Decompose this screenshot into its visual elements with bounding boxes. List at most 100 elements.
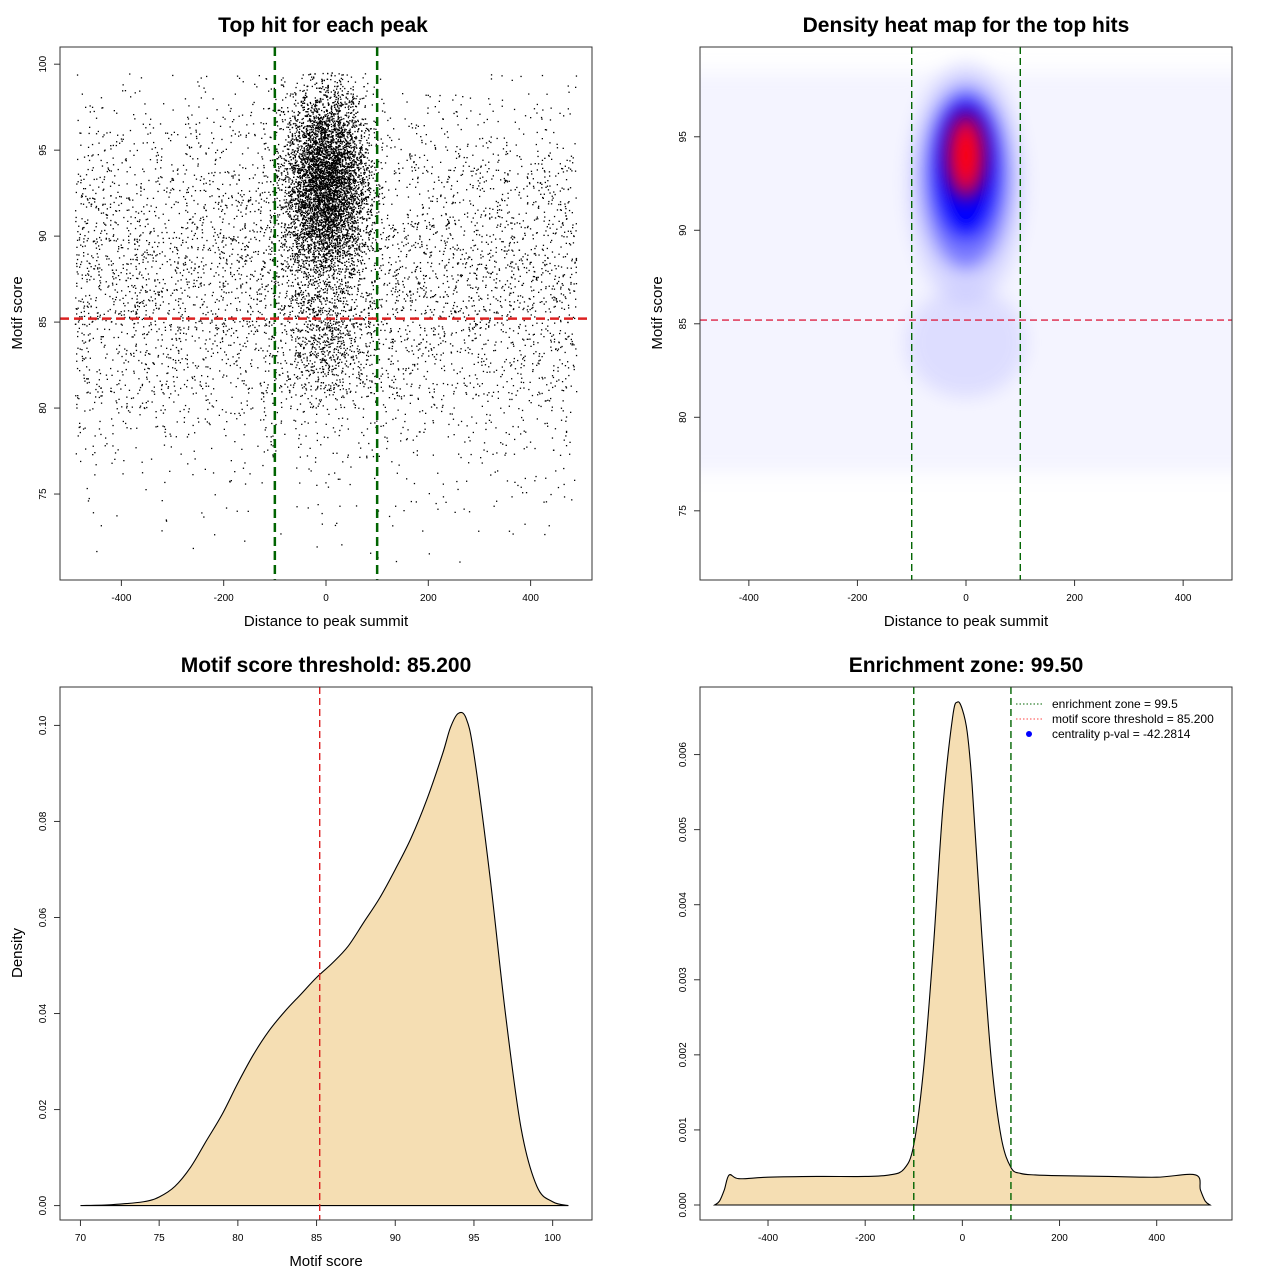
scatter-point: [186, 222, 189, 224]
scatter-point: [513, 361, 515, 363]
scatter-point: [478, 310, 481, 312]
scatter-point: [574, 261, 576, 263]
scatter-point: [466, 117, 468, 120]
scatter-point: [505, 153, 507, 156]
scatter-point: [298, 368, 301, 370]
scatter-point: [280, 163, 283, 165]
scatter-point: [347, 268, 349, 270]
scatter-point: [182, 241, 184, 244]
scatter-point: [116, 291, 119, 293]
scatter-point: [513, 308, 515, 310]
scatter-point: [242, 199, 244, 201]
scatter-point: [475, 323, 477, 325]
scatter-point: [535, 201, 537, 203]
scatter-point: [247, 311, 249, 313]
scatter-point: [529, 183, 531, 185]
scatter-point: [367, 325, 370, 327]
scatter-point: [244, 462, 246, 464]
scatter-point: [336, 522, 338, 524]
scatter-point: [85, 106, 87, 108]
scatter-point: [544, 264, 546, 267]
scatter-point: [513, 242, 515, 244]
scatter-point: [343, 243, 345, 245]
scatter-point: [537, 276, 539, 278]
scatter-point: [512, 330, 515, 332]
scatter-point: [138, 245, 140, 247]
scatter-point: [99, 284, 101, 287]
scatter-point: [89, 279, 91, 281]
scatter-point: [187, 118, 190, 120]
scatter-point: [489, 213, 491, 215]
scatter-point: [104, 344, 106, 346]
scatter-point: [381, 258, 384, 260]
scatter-point: [262, 393, 265, 395]
scatter-point: [186, 153, 188, 156]
scatter-point: [84, 188, 87, 190]
scatter-point: [92, 257, 94, 259]
scatter-point: [394, 302, 397, 304]
scatter-point: [523, 188, 525, 190]
scatter-point: [319, 87, 321, 89]
scatter-point: [192, 158, 194, 160]
scatter-point: [357, 287, 359, 289]
scatter-point: [339, 505, 341, 507]
scatter-point: [489, 317, 491, 319]
scatter-point: [140, 210, 143, 213]
scatter-point: [272, 201, 274, 203]
scatter-point: [457, 424, 460, 426]
scatter-point: [207, 375, 209, 378]
scatter-point: [249, 257, 251, 260]
scatter-point: [88, 340, 90, 342]
scatter-point: [397, 330, 399, 333]
scatter-point: [553, 288, 556, 290]
scatter-point: [305, 435, 307, 437]
scatter-point: [353, 308, 356, 310]
scatter-point: [360, 134, 363, 136]
scatter-point: [472, 185, 474, 187]
scatter-point: [548, 400, 551, 402]
scatter-point: [390, 328, 392, 330]
scatter-point: [337, 321, 339, 323]
scatter-point: [386, 447, 388, 450]
scatter-point: [226, 260, 228, 262]
scatter-point: [365, 168, 368, 170]
scatter-point: [511, 79, 513, 81]
scatter-point: [377, 250, 380, 252]
scatter-point: [550, 382, 552, 384]
scatter-point: [512, 341, 514, 343]
scatter-point: [106, 353, 108, 355]
scatter-point: [150, 324, 152, 326]
scatter-point: [145, 257, 147, 259]
scatter-point: [152, 257, 154, 259]
scatter-point: [459, 275, 462, 277]
scatter-point: [238, 357, 240, 359]
scatter-point: [449, 216, 451, 218]
scatter-point: [568, 209, 571, 212]
scatter-point: [339, 313, 341, 315]
scatter-point: [122, 264, 124, 266]
scatter-point: [430, 140, 432, 143]
scatter-point: [144, 225, 146, 228]
scatter-point: [429, 391, 431, 394]
scatter-point: [536, 279, 538, 281]
scatter-point: [225, 507, 228, 509]
scatter-point: [504, 454, 506, 456]
scatter-point: [540, 116, 543, 119]
scatter-point: [125, 422, 127, 425]
scatter-point: [146, 249, 148, 251]
scatter-point: [100, 387, 102, 389]
scatter-point: [151, 246, 154, 248]
scatter-point: [484, 364, 487, 366]
scatter-point: [549, 332, 551, 334]
scatter-point: [484, 267, 486, 269]
scatter-point: [185, 123, 187, 125]
scatter-point: [308, 317, 310, 319]
scatter-point: [459, 351, 461, 353]
scatter-point: [245, 134, 247, 136]
scatter-point: [279, 292, 281, 294]
scatter-point: [509, 327, 511, 330]
scatter-point: [196, 280, 198, 282]
scatter-point: [300, 268, 302, 270]
scatter-point: [514, 368, 517, 370]
scatter-point: [169, 324, 171, 326]
